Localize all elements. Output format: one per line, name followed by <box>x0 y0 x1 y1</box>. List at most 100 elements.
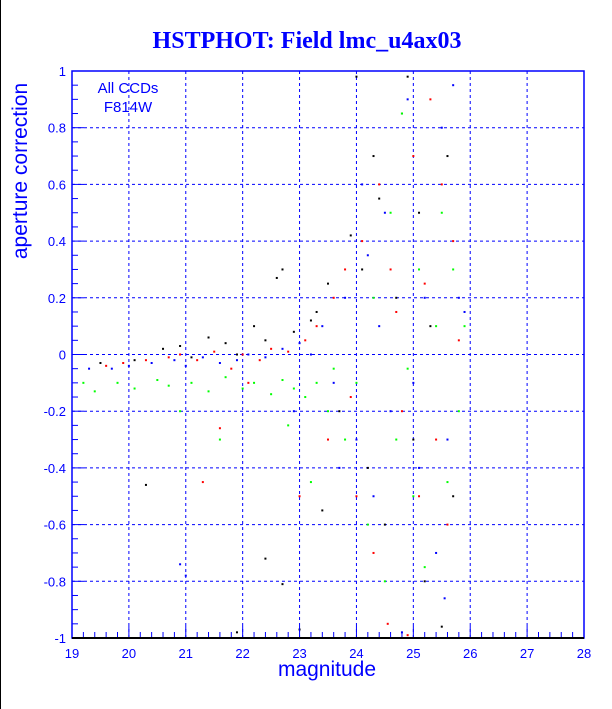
data-point-green <box>167 384 170 387</box>
data-point-green <box>435 325 438 328</box>
y-tick-label: -0.4 <box>44 461 66 476</box>
data-point-red <box>213 350 216 353</box>
data-point-black <box>133 359 136 362</box>
data-point-blue <box>184 364 187 367</box>
data-point-blue <box>446 438 449 441</box>
data-point-black <box>190 356 193 359</box>
data-point-red <box>270 347 273 350</box>
data-point-red <box>440 183 443 186</box>
data-point-red <box>241 353 244 356</box>
data-point-green <box>292 387 295 390</box>
data-point-blue <box>355 438 358 441</box>
data-point-green <box>116 381 119 384</box>
data-point-blue <box>372 495 375 498</box>
data-point-blue <box>173 359 176 362</box>
data-point-blue <box>150 362 153 365</box>
data-point-green <box>418 268 421 271</box>
data-point-blue <box>321 325 324 328</box>
data-point-green <box>218 438 221 441</box>
data-point-black <box>378 197 381 200</box>
axes: 19 20 21 22 23 24 25 26 27 28 -1 -0.8 -0.6 -0.4 -0.2 0 0… <box>44 64 592 661</box>
data-point-green <box>463 325 466 328</box>
data-point-blue <box>309 353 312 356</box>
data-point-black <box>207 336 210 339</box>
data-point-green <box>406 367 409 370</box>
data-point-black <box>355 75 358 78</box>
data-point-blue <box>406 98 409 101</box>
data-point-red <box>452 240 455 243</box>
data-point-green <box>309 481 312 484</box>
x-tick-label: 27 <box>520 646 534 661</box>
x-tick-label: 26 <box>463 646 477 661</box>
data-point-green <box>224 376 227 379</box>
data-point-red <box>435 438 438 441</box>
data-point-green <box>400 112 403 115</box>
data-point-red <box>332 296 335 299</box>
y-tick-label: 1 <box>59 64 66 79</box>
data-point-black <box>144 483 147 486</box>
data-point-green <box>457 410 460 413</box>
data-point-red <box>423 282 426 285</box>
data-point-red <box>105 364 108 367</box>
data-point-black <box>440 625 443 628</box>
data-point-red <box>218 427 221 430</box>
data-point-green <box>270 393 273 396</box>
data-point-red <box>287 350 290 353</box>
plot-frame <box>71 70 585 639</box>
chart-title: HSTPHOT: Field lmc_u4ax03 <box>153 28 462 54</box>
data-point-blue <box>443 597 446 600</box>
data-point-green <box>304 396 307 399</box>
data-point-black <box>309 319 312 322</box>
data-point-black <box>446 155 449 158</box>
data-point-blue <box>110 367 113 370</box>
data-point-black <box>315 310 318 313</box>
data-point-blue <box>332 381 335 384</box>
data-point-green <box>315 381 318 384</box>
data-point-black <box>292 330 295 333</box>
x-tick-label: 23 <box>292 646 306 661</box>
data-point-green <box>412 495 415 498</box>
data-point-blue <box>452 84 455 87</box>
y-tick-label: -0.8 <box>44 574 66 589</box>
data-point-red <box>389 268 392 271</box>
data-point-red <box>386 622 389 625</box>
data-point-green <box>423 566 426 569</box>
data-point-blue <box>201 356 204 359</box>
data-point-black <box>281 268 284 271</box>
data-point-blue <box>383 211 386 214</box>
data-point-green <box>253 381 256 384</box>
data-point-blue <box>338 466 341 469</box>
data-point-green <box>440 211 443 214</box>
x-tick-label: 21 <box>179 646 193 661</box>
data-point-red <box>372 551 375 554</box>
data-point-black <box>338 410 341 413</box>
data-point-black <box>99 362 102 365</box>
data-point-blue <box>184 574 187 577</box>
data-point-black <box>349 234 352 237</box>
data-point-green <box>241 387 244 390</box>
data-point-black <box>383 523 386 526</box>
data-point-blue <box>463 310 466 313</box>
data-point-red <box>457 339 460 342</box>
data-point-green <box>372 296 375 299</box>
data-point-red <box>201 481 204 484</box>
data-point-green <box>93 390 96 393</box>
x-tick-label: 25 <box>406 646 420 661</box>
x-tick-label: 24 <box>349 646 363 661</box>
data-point-red <box>179 353 182 356</box>
data-point-red <box>327 438 329 441</box>
y-tick-label: -0.6 <box>44 518 66 533</box>
y-tick-label: 0.6 <box>48 177 66 192</box>
data-point-green <box>332 367 335 370</box>
data-point-green <box>179 410 182 413</box>
data-point-black <box>235 353 238 356</box>
data-point-black <box>418 211 421 214</box>
data-point-blue <box>264 356 267 359</box>
data-point-green <box>281 379 284 382</box>
data-point-red <box>395 310 398 313</box>
x-tick-label: 22 <box>235 646 249 661</box>
data-point-blue <box>457 296 460 299</box>
data-point-red <box>429 98 432 101</box>
